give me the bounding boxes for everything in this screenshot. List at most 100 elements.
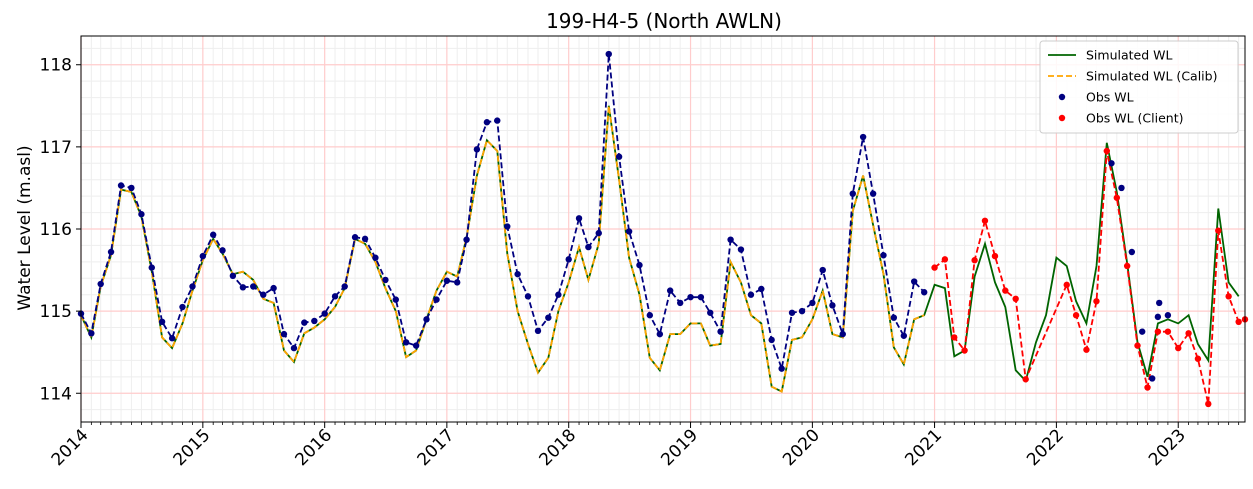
- obs-wl-point: [778, 365, 785, 372]
- y-tick-label: 116: [40, 220, 72, 240]
- obs-wl-point: [768, 336, 775, 344]
- obs-wl-point: [880, 252, 887, 259]
- obs-wl-point: [128, 184, 135, 192]
- obs-wl-point: [788, 309, 796, 316]
- legend-entry-label: Obs WL: [1086, 90, 1134, 105]
- obs-wl-point: [697, 293, 705, 301]
- obs-wl-point: [656, 330, 664, 338]
- obs-wl-client-point: [1144, 384, 1151, 391]
- legend-swatch: [1058, 114, 1066, 122]
- obs-wl-point: [615, 153, 623, 160]
- obs-wl-point: [809, 299, 816, 307]
- obs-wl-point: [625, 228, 633, 235]
- obs-wl-client-point: [1215, 227, 1222, 234]
- obs-wl-client-point: [1002, 287, 1009, 294]
- obs-wl-point: [88, 330, 95, 337]
- obs-wl-point: [666, 287, 674, 294]
- obs-wl-point: [575, 215, 583, 222]
- obs-wl-client-point: [1185, 330, 1192, 337]
- y-tick-label: 118: [40, 56, 72, 76]
- obs-wl-point: [483, 119, 491, 126]
- obs-wl-client-point: [941, 256, 949, 263]
- obs-wl-point: [707, 309, 714, 316]
- obs-wl-point: [158, 318, 166, 326]
- obs-wl-client-point: [1175, 344, 1182, 352]
- obs-wl-point: [514, 270, 521, 278]
- obs-wl-point: [311, 317, 318, 325]
- obs-wl-point: [829, 302, 836, 309]
- obs-wl-point: [412, 342, 420, 349]
- obs-wl-client-point: [981, 217, 989, 224]
- obs-wl-point: [737, 246, 745, 253]
- legend-entry-label: Simulated WL: [1086, 48, 1172, 63]
- y-tick-label: 117: [40, 138, 72, 158]
- obs-wl-point: [443, 277, 451, 284]
- obs-wl-point: [1154, 313, 1162, 321]
- obs-wl-point: [504, 223, 511, 230]
- obs-wl-client-point: [1205, 400, 1212, 408]
- obs-wl-point: [229, 272, 237, 280]
- obs-wl-point: [890, 314, 898, 321]
- obs-wl-point: [392, 296, 399, 303]
- y-axis-ticks: 114 115 116 117 118: [40, 56, 81, 404]
- obs-wl-point: [321, 310, 328, 317]
- y-tick-label: 115: [40, 302, 72, 322]
- obs-wl-client-point: [1063, 281, 1070, 289]
- obs-wl-client-point: [1134, 342, 1141, 349]
- obs-wl-client-point: [1103, 147, 1111, 155]
- obs-wl-point: [423, 316, 430, 323]
- obs-wl-client-point: [1113, 194, 1121, 201]
- obs-wl-client-point: [1012, 295, 1019, 303]
- obs-wl-point: [107, 248, 115, 256]
- obs-wl-client-point: [931, 264, 938, 271]
- obs-wl-client-point: [1225, 293, 1232, 300]
- legend-entry-label: Simulated WL (Calib): [1086, 69, 1217, 84]
- obs-wl-point: [382, 276, 389, 284]
- obs-wl-point: [758, 285, 765, 293]
- obs-wl-client-point: [961, 347, 968, 354]
- obs-wl-point: [524, 293, 532, 300]
- obs-wl-point: [250, 283, 257, 290]
- obs-wl-point: [859, 133, 867, 141]
- obs-wl-point: [209, 231, 217, 238]
- obs-wl-point: [1138, 328, 1146, 335]
- obs-wl-point: [1118, 184, 1125, 192]
- obs-wl-point: [494, 117, 501, 124]
- series-line-obs-wl: [80, 54, 925, 373]
- obs-wl-client-point: [1072, 312, 1080, 319]
- obs-wl-point: [301, 319, 308, 326]
- obs-wl-client-point: [1164, 328, 1172, 335]
- obs-wl-point: [565, 256, 572, 263]
- obs-wl-client-point: [951, 334, 958, 341]
- obs-wl-client-point: [1194, 355, 1202, 362]
- obs-wl-point: [454, 279, 461, 286]
- obs-wl-point: [1156, 299, 1163, 307]
- obs-wl-point: [595, 229, 602, 237]
- obs-wl-client-point: [1093, 298, 1100, 305]
- obs-wl-point: [463, 236, 470, 243]
- obs-wl-point: [849, 190, 856, 197]
- obs-wl-point: [534, 327, 542, 335]
- y-axis-title: Water Level (m.asl): [15, 145, 35, 310]
- obs-wl-point: [117, 182, 125, 189]
- obs-wl-point: [727, 236, 734, 243]
- obs-wl-point: [280, 330, 288, 338]
- obs-wl-point: [1164, 312, 1172, 319]
- obs-wl-point: [351, 234, 359, 241]
- obs-wl-point: [179, 303, 186, 311]
- obs-wl-point: [260, 291, 267, 298]
- legend-swatch: [1058, 93, 1066, 101]
- obs-wl-point: [138, 211, 145, 218]
- legend: Simulated WL Simulated WL (Calib) Obs WL Ob…: [1039, 40, 1239, 134]
- y-tick-label: 114: [40, 384, 72, 404]
- obs-wl-point: [97, 280, 104, 288]
- obs-wl-point: [687, 293, 694, 301]
- obs-wl-point: [676, 299, 684, 307]
- chart-title: 199-H4-5 (North AWLN): [546, 9, 782, 33]
- obs-wl-point: [585, 243, 592, 251]
- obs-wl-client-point: [991, 252, 999, 260]
- obs-wl-point: [168, 335, 176, 342]
- obs-wl-point: [473, 146, 481, 153]
- obs-wl-point: [1128, 248, 1136, 256]
